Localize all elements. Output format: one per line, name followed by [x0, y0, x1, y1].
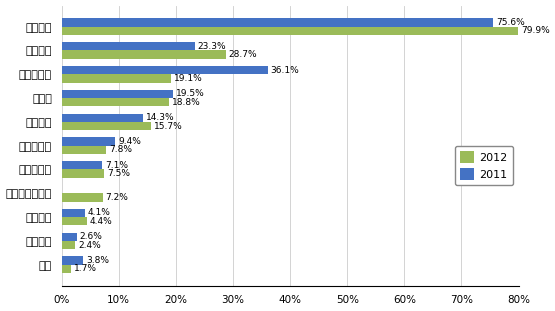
- Text: 1.7%: 1.7%: [74, 264, 97, 273]
- Text: 14.3%: 14.3%: [146, 113, 175, 122]
- Bar: [62, 265, 72, 273]
- Text: 4.4%: 4.4%: [90, 217, 112, 226]
- Text: 7.1%: 7.1%: [105, 161, 128, 170]
- Bar: [62, 137, 115, 146]
- Text: 9.4%: 9.4%: [118, 137, 141, 146]
- Bar: [62, 241, 75, 249]
- Bar: [62, 90, 173, 98]
- Text: 4.1%: 4.1%: [88, 208, 111, 217]
- Bar: [62, 256, 83, 265]
- Text: 2.6%: 2.6%: [79, 232, 102, 241]
- Text: 7.8%: 7.8%: [109, 145, 132, 154]
- Bar: [62, 50, 225, 59]
- Bar: [62, 42, 195, 50]
- Bar: [62, 66, 268, 74]
- Bar: [62, 209, 85, 217]
- Bar: [62, 146, 106, 154]
- Bar: [62, 98, 169, 106]
- Bar: [62, 161, 102, 169]
- Text: 28.7%: 28.7%: [229, 50, 257, 59]
- Text: 36.1%: 36.1%: [271, 66, 300, 75]
- Text: 79.9%: 79.9%: [521, 26, 549, 35]
- Bar: [62, 233, 77, 241]
- Text: 19.1%: 19.1%: [174, 74, 203, 83]
- Bar: [62, 114, 143, 122]
- Legend: 2012, 2011: 2012, 2011: [455, 146, 513, 185]
- Bar: [62, 193, 103, 202]
- Text: 75.6%: 75.6%: [496, 18, 525, 27]
- Text: 18.8%: 18.8%: [172, 98, 200, 107]
- Bar: [62, 169, 104, 178]
- Bar: [62, 18, 493, 27]
- Bar: [62, 74, 171, 82]
- Text: 3.8%: 3.8%: [86, 256, 109, 265]
- Text: 7.5%: 7.5%: [107, 169, 130, 178]
- Text: 2.4%: 2.4%: [78, 240, 101, 249]
- Text: 15.7%: 15.7%: [154, 122, 183, 131]
- Bar: [62, 217, 87, 225]
- Text: 19.5%: 19.5%: [176, 89, 205, 98]
- Bar: [62, 27, 518, 35]
- Bar: [62, 122, 152, 130]
- Text: 23.3%: 23.3%: [198, 42, 226, 51]
- Text: 7.2%: 7.2%: [105, 193, 129, 202]
